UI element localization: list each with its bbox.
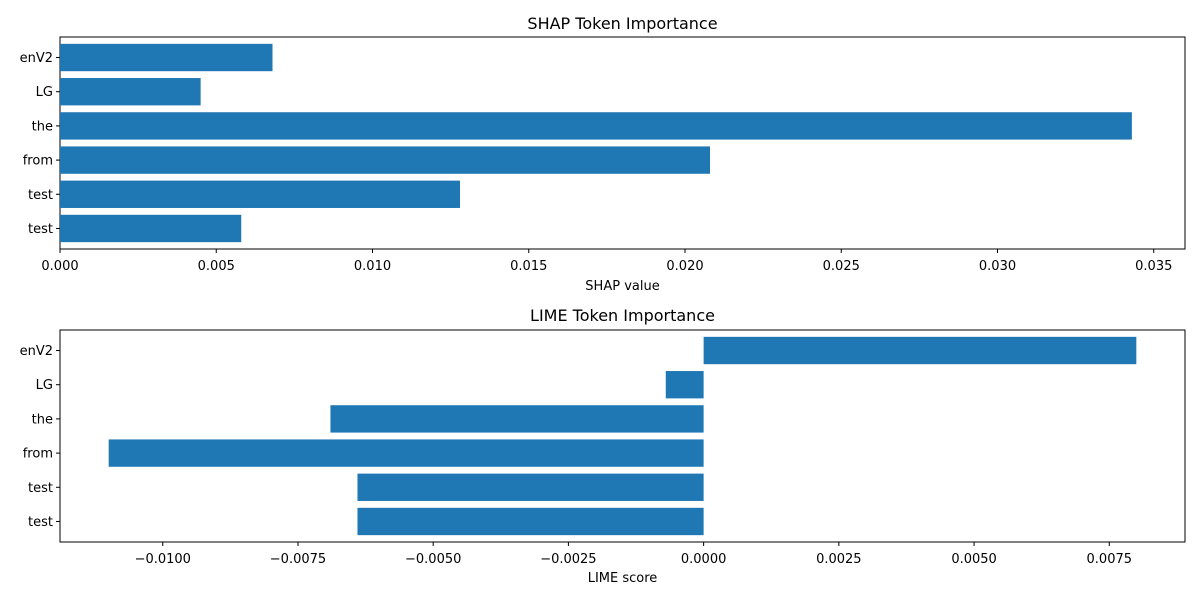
lime-y-ticks: enV2 LG the from test test (20, 344, 60, 530)
shap-bar (60, 146, 710, 174)
shap-x-ticks: 0.000 0.005 0.010 0.015 0.020 0.025 0.030 0.035 (41, 249, 1172, 274)
lime-x-axis-label: LIME score (588, 571, 658, 586)
lime-x-tick-label: 0.0075 (1087, 552, 1133, 567)
shap-y-ticks: enV2 LG the from test test (20, 51, 60, 237)
shap-y-tick-label: enV2 (20, 51, 53, 66)
lime-y-tick-label: the (32, 412, 53, 427)
lime-x-tick-label: 0.0050 (951, 552, 997, 567)
lime-y-tick-label: from (23, 447, 53, 462)
lime-x-tick-label: −0.0050 (405, 552, 461, 567)
shap-y-tick-label: LG (36, 85, 53, 100)
lime-x-tick-label: −0.0025 (540, 552, 596, 567)
shap-bar (60, 43, 273, 72)
shap-y-tick-label: the (32, 119, 53, 134)
lime-bar (330, 405, 704, 433)
shap-y-tick-label: test (28, 188, 53, 203)
shap-x-tick-label: 0.025 (823, 259, 860, 274)
lime-chart: LIME Token Importance enV2 LG the from test t… (20, 306, 1186, 586)
lime-bar (357, 507, 704, 536)
lime-bar (357, 473, 704, 501)
lime-plot-frame (59, 329, 1186, 543)
lime-chart-title: LIME Token Importance (530, 306, 715, 325)
shap-chart: SHAP Token Importance enV2 LG the from test t… (20, 14, 1186, 294)
shap-bars (60, 43, 1132, 243)
shap-bar (60, 214, 242, 243)
shap-x-tick-label: 0.020 (666, 259, 703, 274)
shap-plot-frame (59, 36, 1186, 250)
lime-x-tick-label: −0.0100 (135, 552, 191, 567)
shap-x-tick-label: 0.010 (354, 259, 391, 274)
shap-bar (60, 78, 201, 106)
lime-bar (108, 439, 704, 467)
lime-x-tick-label: −0.0075 (270, 552, 326, 567)
lime-x-tick-label: 0.0025 (816, 552, 862, 567)
shap-x-tick-label: 0.000 (41, 259, 78, 274)
shap-chart-title: SHAP Token Importance (527, 14, 717, 33)
shap-x-tick-label: 0.015 (510, 259, 547, 274)
shap-x-tick-label: 0.030 (979, 259, 1016, 274)
lime-bars (108, 336, 1137, 536)
shap-x-tick-label: 0.035 (1135, 259, 1172, 274)
lime-y-tick-label: LG (36, 378, 53, 393)
lime-bar (665, 371, 704, 399)
lime-bar (703, 336, 1137, 365)
shap-bar (60, 180, 460, 208)
shap-y-tick-label: test (28, 222, 53, 237)
shap-y-tick-label: from (23, 154, 53, 169)
shap-x-axis-label: SHAP value (585, 279, 659, 294)
shap-x-tick-label: 0.005 (198, 259, 235, 274)
lime-x-tick-label: 0.0000 (681, 552, 727, 567)
lime-y-tick-label: enV2 (20, 344, 53, 359)
shap-bar (60, 112, 1132, 140)
lime-y-tick-label: test (28, 481, 53, 496)
lime-x-ticks: −0.0100 −0.0075 −0.0050 −0.0025 0.0000 0.0025… (135, 542, 1132, 567)
lime-y-tick-label: test (28, 515, 53, 530)
